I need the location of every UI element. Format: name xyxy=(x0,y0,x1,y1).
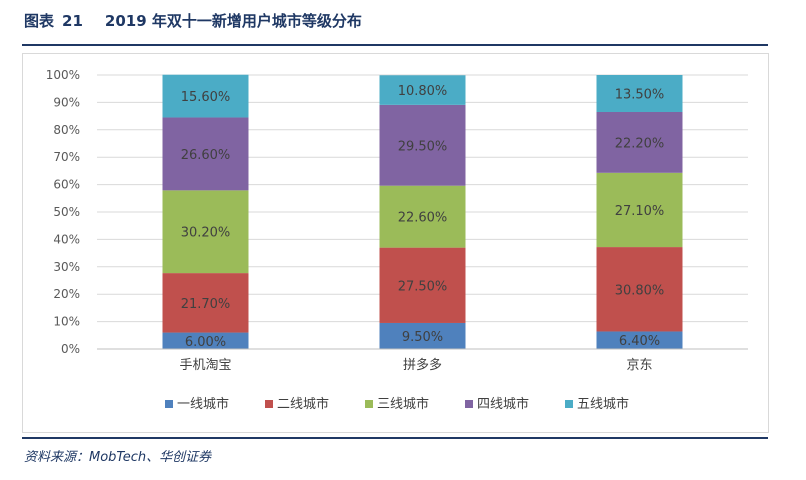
data-label: 22.20% xyxy=(615,136,665,151)
y-tick-label: 50% xyxy=(53,205,80,219)
data-label: 9.50% xyxy=(402,330,443,345)
bar-segment xyxy=(379,104,466,186)
source-note: 资料来源：MobTech、华创证券 xyxy=(24,450,212,465)
legend-swatch xyxy=(265,400,273,408)
y-tick-label: 70% xyxy=(53,150,80,164)
y-tick-label: 20% xyxy=(53,287,80,301)
bar-segment xyxy=(596,247,683,332)
bar-segment xyxy=(596,331,683,349)
legend-label: 一线城市 xyxy=(177,396,229,412)
data-label: 10.80% xyxy=(398,84,448,99)
data-label: 22.60% xyxy=(398,211,448,226)
y-tick-label: 60% xyxy=(53,178,80,192)
x-tick-label: 手机淘宝 xyxy=(179,358,231,373)
bottom-rule xyxy=(22,437,768,439)
figure-number: 21 xyxy=(62,12,83,30)
bar-segment xyxy=(162,117,249,191)
data-label: 30.80% xyxy=(615,283,665,298)
data-label: 29.50% xyxy=(398,139,448,154)
y-tick-label: 0% xyxy=(61,342,80,356)
bar-segment xyxy=(379,322,466,349)
figure-title: 图表 21 2019 年双十一新增用户城市等级分布 xyxy=(24,10,362,31)
bar-segment xyxy=(596,111,683,173)
chart-panel: 6.00% 21.70% 30.20% 26.60% 15.60% 9.50% 27.50%… xyxy=(22,53,769,433)
legend-swatch xyxy=(165,400,173,408)
x-tick-label: 京东 xyxy=(626,358,652,373)
legend-swatch xyxy=(565,400,573,408)
legend-label: 二线城市 xyxy=(277,396,329,412)
legend-label: 四线城市 xyxy=(477,396,529,412)
figure-title-text: 2019 年双十一新增用户城市等级分布 xyxy=(104,12,362,30)
bar-segment xyxy=(162,190,249,274)
figure-label: 图表 xyxy=(24,12,55,30)
bar-segment xyxy=(162,74,249,118)
x-tick-label: 拼多多 xyxy=(403,357,442,373)
legend-label: 三线城市 xyxy=(377,396,429,412)
data-label: 26.60% xyxy=(181,148,231,163)
bar-segment xyxy=(379,185,466,248)
y-tick-label: 90% xyxy=(53,95,80,109)
bar-segment xyxy=(596,172,683,248)
bar-segment xyxy=(162,273,249,333)
y-tick-label: 100% xyxy=(46,68,80,82)
data-label: 15.60% xyxy=(181,90,231,105)
axis-layer: 0% 10% 20% 30% 40% 50% 60% 70% 80% 90% 100% 手机淘宝 拼多多… xyxy=(46,68,748,373)
bar-segment xyxy=(379,75,466,105)
data-label: 6.40% xyxy=(619,334,660,349)
y-tick-label: 30% xyxy=(53,260,80,274)
legend-swatch xyxy=(465,400,473,408)
top-rule xyxy=(22,44,768,46)
legend-swatch xyxy=(365,400,373,408)
data-label: 13.50% xyxy=(615,87,665,102)
data-label: 6.00% xyxy=(185,335,226,350)
bar-segment xyxy=(162,332,249,349)
bar-segment xyxy=(379,247,466,323)
bar-layer xyxy=(162,74,683,349)
stacked-bar-chart: 6.00% 21.70% 30.20% 26.60% 15.60% 9.50% 27.50%… xyxy=(46,68,748,412)
y-tick-label: 10% xyxy=(53,315,80,329)
legend: 一线城市 二线城市 三线城市 四线城市 五线城市 xyxy=(165,396,629,412)
data-label: 30.20% xyxy=(181,226,231,241)
legend-label: 五线城市 xyxy=(577,396,629,412)
bar-segment xyxy=(596,75,683,112)
data-label: 27.10% xyxy=(615,204,665,219)
y-tick-label: 80% xyxy=(53,123,80,137)
data-label: 21.70% xyxy=(181,297,231,312)
data-label-layer: 6.00% 21.70% 30.20% 26.60% 15.60% 9.50% 27.50%… xyxy=(181,84,665,350)
data-label: 27.50% xyxy=(398,279,448,294)
y-tick-label: 40% xyxy=(53,232,80,246)
